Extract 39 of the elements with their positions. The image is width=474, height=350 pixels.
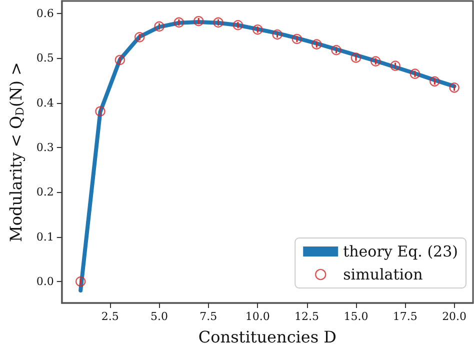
point [75,276,86,287]
x-tick-label: 7.5 [200,310,218,323]
x-tick-label: 2.5 [101,310,119,323]
y-tick-label: 0.2 [36,186,54,199]
point [292,34,302,44]
point [390,60,400,71]
point [430,76,440,87]
point [154,21,164,32]
x-tick-label: 10.0 [245,310,270,323]
x-tick-label: 20.0 [442,310,467,323]
point [194,16,204,26]
point [331,45,342,56]
point [410,68,420,79]
point [449,82,460,93]
point [114,54,126,66]
x-tick-label: 15.0 [344,310,368,323]
y-tick-label: 0.5 [36,52,54,65]
point [350,52,362,63]
point [95,106,106,116]
y-tick-label: 0.3 [36,141,54,154]
point [312,39,322,50]
y-tick-label: 0.0 [36,275,54,288]
x-tick-label: 12.5 [294,310,320,323]
x-axis-title: Constituencies D [198,328,337,346]
point [213,17,224,28]
point [174,17,184,28]
point [232,20,244,30]
legend-label: simulation [343,266,424,284]
y-tick-label: 0.6 [36,7,54,20]
point [252,24,263,35]
legend-label: theory Eq. (23) [343,242,458,260]
y-tick-label: 0.4 [36,96,54,110]
y-axis-title: Modularity < QD(N) > [6,62,26,242]
point [134,32,145,42]
point [272,29,282,40]
x-tick-label: 17.5 [392,310,418,323]
y-tick-label: 0.1 [36,230,54,244]
x-tick-label: 5.0 [150,310,168,323]
point [370,56,381,66]
